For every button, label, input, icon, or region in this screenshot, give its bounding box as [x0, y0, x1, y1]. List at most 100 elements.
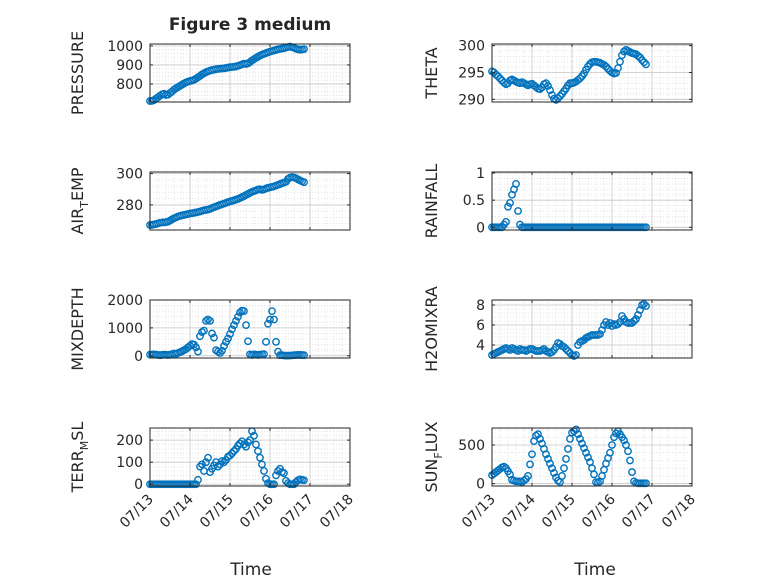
data-point [640, 58, 648, 67]
data-point [550, 468, 558, 477]
data-point [262, 474, 270, 483]
data-point [198, 460, 206, 469]
data-point [624, 447, 632, 456]
data-point [234, 312, 242, 321]
ticks [491, 300, 693, 358]
y-tick-label: 1000 [107, 39, 143, 55]
data-point [214, 462, 222, 471]
axes-box [149, 427, 351, 487]
ticks [149, 299, 351, 358]
y-axis-label: PRESSURE [68, 31, 87, 115]
y-tick-label: 0 [134, 349, 143, 365]
data-point [584, 453, 592, 462]
data-point [528, 450, 536, 459]
plot-area [150, 172, 350, 230]
data-point [562, 345, 570, 353]
data-point [224, 334, 232, 343]
data-point [244, 337, 252, 346]
ticks [149, 172, 351, 230]
y-axis-label-subscript: F [432, 452, 445, 458]
data-point [536, 434, 544, 443]
data-point [560, 343, 568, 351]
y-tick-label: 900 [116, 58, 143, 74]
data-series [146, 42, 308, 105]
data-point [606, 448, 614, 457]
data-point [626, 456, 634, 465]
data-point [642, 302, 650, 310]
y-tick-label: 6 [476, 318, 485, 334]
y-axis-label: SUNFLUX [422, 421, 445, 492]
data-point [280, 469, 288, 478]
data-point [564, 444, 572, 453]
data-point [290, 480, 298, 489]
data-point [258, 460, 266, 469]
data-point [196, 462, 204, 471]
data-point [256, 453, 264, 462]
plot-area [150, 44, 350, 102]
y-tick-label: 280 [116, 198, 143, 214]
data-point [634, 51, 642, 60]
x-axis-label-right: Time [573, 560, 616, 580]
subplot-air-temp: 280 300 AIRTEMP [68, 167, 351, 235]
data-point [300, 178, 308, 187]
x-axis-label-left: Time [229, 560, 272, 580]
data-point [564, 347, 572, 355]
data-point [264, 319, 272, 328]
data-point [560, 464, 568, 473]
y-axis-label-part: EMP [68, 167, 87, 201]
ticks [491, 44, 693, 102]
plot-area [492, 172, 692, 230]
data-point [632, 315, 640, 323]
data-point [562, 455, 570, 463]
data-point [496, 74, 504, 83]
data-point [300, 45, 308, 54]
y-axis-label-subscript: T [78, 201, 91, 209]
data-point [270, 480, 278, 489]
data-point [206, 317, 214, 325]
subplot-rainfall: 0 0.5 1 RAINFALL [422, 164, 693, 238]
y-tick-label: 0.5 [463, 193, 485, 209]
data-point [226, 451, 234, 460]
axes-box [491, 43, 693, 103]
data-series [146, 306, 308, 360]
data-point [202, 458, 210, 467]
data-point [526, 460, 534, 469]
data-point [514, 207, 522, 215]
data-point [250, 431, 258, 440]
data-point [230, 321, 238, 329]
data-point [608, 441, 616, 449]
data-point [236, 439, 244, 448]
data-point [576, 74, 584, 83]
data-point [272, 471, 280, 480]
data-point [582, 448, 590, 457]
y-tick-label: 295 [458, 65, 485, 81]
data-point [194, 347, 202, 356]
plot-area [492, 44, 692, 102]
y-tick-label: 200 [116, 433, 143, 449]
data-point [544, 81, 552, 90]
data-point [272, 337, 280, 346]
data-point [580, 69, 588, 78]
axes-box [149, 299, 351, 359]
data-point [196, 332, 204, 341]
data-point [200, 326, 208, 335]
y-tick-label: 1000 [107, 321, 143, 337]
y-tick-label: 300 [116, 167, 143, 183]
data-point [494, 72, 502, 81]
y-tick-label: 300 [458, 39, 485, 55]
data-point [226, 330, 234, 338]
data-point [262, 337, 270, 346]
axes-box [149, 171, 351, 231]
data-point [216, 349, 224, 357]
data-point [590, 470, 598, 479]
y-axis-label-part: LUX [422, 421, 441, 452]
data-point [628, 319, 636, 327]
data-point [240, 440, 248, 449]
data-point [220, 342, 228, 350]
y-axis-label-part: SUN [422, 459, 441, 493]
data-point [612, 69, 620, 77]
data-point [580, 444, 588, 453]
axes-box [491, 299, 693, 359]
